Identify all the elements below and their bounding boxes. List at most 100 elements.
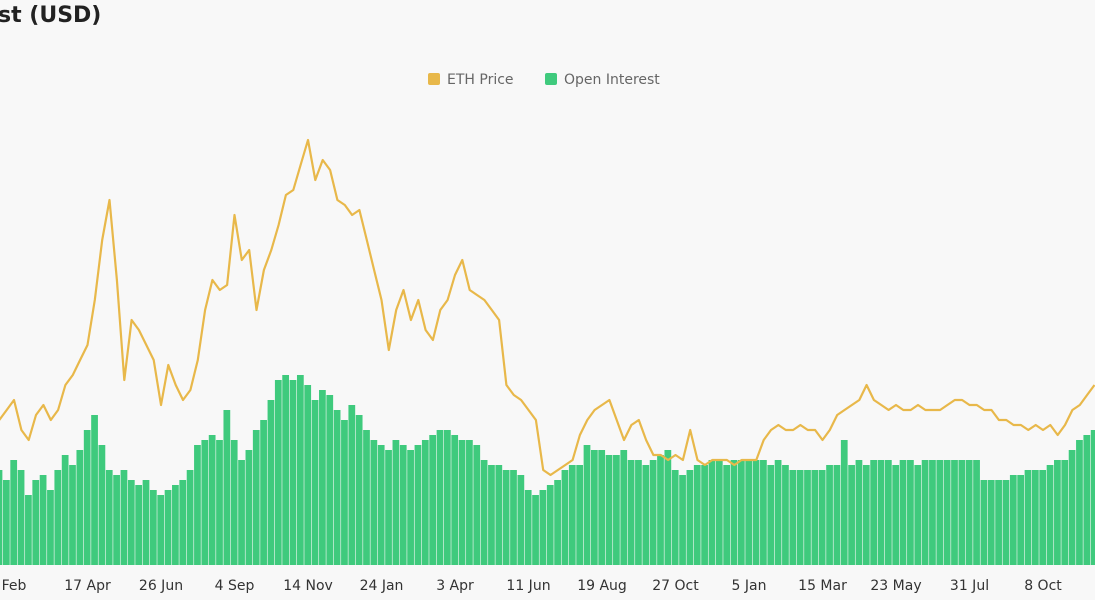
bar <box>907 460 914 565</box>
x-tick-label: 26 Jun <box>139 578 183 594</box>
bar <box>83 430 91 565</box>
bar <box>443 430 451 565</box>
bar <box>546 485 554 565</box>
bar <box>936 460 944 565</box>
bar <box>987 480 995 565</box>
bar <box>510 470 517 565</box>
bar <box>113 475 120 565</box>
x-tick-label: 3 Apr <box>436 578 474 594</box>
bar <box>730 460 738 565</box>
bar <box>848 465 855 565</box>
bar <box>627 460 635 565</box>
bar <box>796 470 804 565</box>
bar <box>943 460 951 565</box>
bar <box>958 460 966 565</box>
bar <box>25 495 32 565</box>
bar <box>833 465 841 565</box>
bar <box>605 455 613 565</box>
bar <box>377 445 385 565</box>
x-tick-label: 4 Sep <box>215 578 255 594</box>
bar <box>774 460 782 565</box>
bar <box>921 460 929 565</box>
bar <box>877 460 885 565</box>
bar <box>973 460 980 565</box>
bar <box>495 465 503 565</box>
bar <box>679 475 686 565</box>
bar <box>664 450 672 565</box>
bar <box>76 450 84 565</box>
bar <box>436 430 444 565</box>
bar <box>524 490 532 565</box>
bar <box>252 430 260 565</box>
x-tick-label: 31 Jul <box>950 578 989 594</box>
bar <box>319 390 326 565</box>
bar <box>480 460 488 565</box>
bar <box>1002 480 1010 565</box>
bar <box>760 460 767 565</box>
bar <box>392 440 400 565</box>
bar <box>282 375 290 565</box>
bar <box>693 465 701 565</box>
bar <box>826 465 833 565</box>
bar <box>120 470 128 565</box>
bar <box>172 485 179 565</box>
bar <box>399 445 407 565</box>
bar <box>539 490 547 565</box>
x-tick-label: Feb <box>2 578 27 594</box>
x-tick-label: 5 Jan <box>732 578 767 594</box>
bar <box>1090 430 1095 565</box>
bar <box>186 470 194 565</box>
bar <box>238 460 245 565</box>
bar <box>532 495 539 565</box>
bar <box>811 470 819 565</box>
bar <box>1054 460 1061 565</box>
x-tick-label: 17 Apr <box>64 578 111 594</box>
bar <box>840 440 848 565</box>
bar <box>502 470 510 565</box>
bar <box>488 465 495 565</box>
chart-title: st (USD) <box>0 3 101 28</box>
bar <box>671 470 679 565</box>
bar <box>341 420 348 565</box>
bar <box>708 460 716 565</box>
bar <box>613 455 620 565</box>
bar <box>17 470 25 565</box>
x-tick-label: 15 Mar <box>798 578 847 594</box>
bar <box>568 465 576 565</box>
bar <box>782 465 789 565</box>
bar <box>311 400 319 565</box>
bar <box>230 440 238 565</box>
bar <box>995 480 1002 565</box>
bar <box>429 435 437 565</box>
bar <box>892 465 900 565</box>
bar <box>135 485 143 565</box>
bar <box>561 470 569 565</box>
bar <box>2 480 10 565</box>
bar <box>473 445 481 565</box>
bar <box>69 465 76 565</box>
bar <box>304 385 312 565</box>
legend-label: Open Interest <box>564 72 660 88</box>
bar <box>752 460 760 565</box>
bar <box>157 495 165 565</box>
bar <box>745 460 753 565</box>
x-tick-label: 19 Aug <box>577 578 627 594</box>
bar <box>47 490 54 565</box>
bar <box>296 375 304 565</box>
bar <box>1009 475 1017 565</box>
bar <box>201 440 209 565</box>
bar <box>274 380 282 565</box>
bar <box>267 400 275 565</box>
bar <box>554 480 561 565</box>
bar <box>223 410 231 565</box>
bar <box>965 460 973 565</box>
x-tick-label: 27 Oct <box>652 578 699 594</box>
x-tick-label: 24 Jan <box>360 578 404 594</box>
bar <box>951 460 958 565</box>
bar <box>421 440 429 565</box>
bar <box>407 450 414 565</box>
bar <box>179 480 187 565</box>
bar <box>701 465 708 565</box>
bar <box>576 465 584 565</box>
